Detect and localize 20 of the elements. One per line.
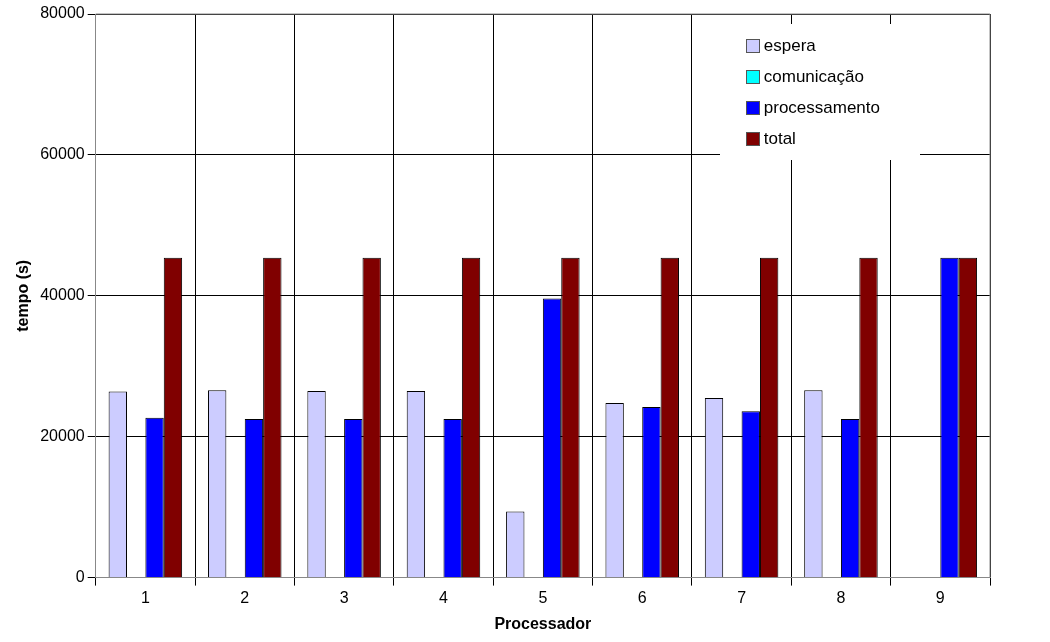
legend-label: processamento [763,97,880,118]
x-tick-label: 5 [538,588,548,606]
x-tick-label: 9 [935,588,945,606]
x-tick-label: 3 [339,588,349,606]
legend-label: total [763,128,796,149]
x-axis-title: Processador [494,614,592,632]
legend-label: comunicação [763,66,864,87]
y-tick-label: 60000 [40,145,85,163]
y-tick-label: 0 [75,568,85,586]
y-axis-title: tempo (s) [14,259,32,332]
x-tick-label: 2 [240,588,250,606]
y-tick-label: 40000 [40,286,85,304]
x-tick-label: 1 [140,588,150,606]
x-tick-label: 8 [836,588,846,606]
x-tick-label: 4 [439,588,449,606]
x-tick-label: 6 [637,588,647,606]
y-tick-label: 20000 [40,427,85,445]
y-tick-label: 80000 [40,4,85,22]
x-tick-label: 7 [737,588,747,606]
legend-label: espera [763,35,816,56]
